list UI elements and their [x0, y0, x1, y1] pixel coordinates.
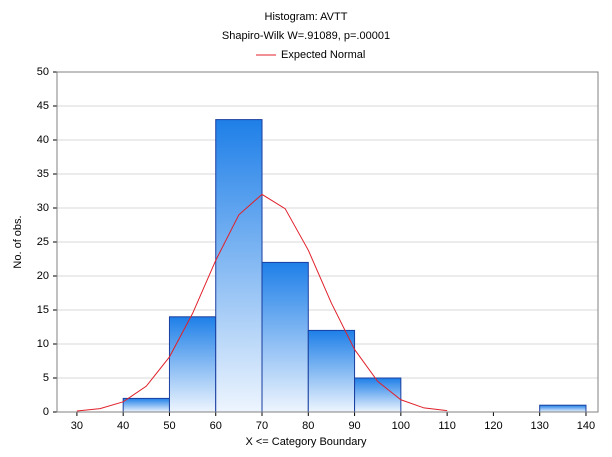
y-tick-label: 25 — [37, 236, 49, 248]
x-tick-label: 100 — [392, 420, 410, 432]
y-tick-label: 50 — [37, 66, 49, 78]
normal-curve — [76, 193, 448, 412]
y-tick-label: 35 — [37, 168, 49, 180]
x-axis-label: X <= Category Boundary — [245, 436, 367, 448]
chart-subtitle: Shapiro-Wilk W=.91089, p=.00001 — [222, 30, 390, 42]
y-tick-label: 15 — [37, 304, 49, 316]
x-tick-label: 90 — [348, 420, 360, 432]
bar — [168, 316, 217, 413]
bar — [307, 329, 356, 413]
chart-title: Histogram: AVTT — [265, 11, 348, 23]
x-tick-label: 120 — [484, 420, 502, 432]
y-tick-label: 0 — [43, 406, 49, 418]
x-tick-label: 40 — [117, 420, 129, 432]
bar — [122, 397, 170, 413]
y-tick-label: 40 — [37, 134, 49, 146]
y-tick-label: 30 — [37, 202, 49, 214]
bar — [261, 261, 309, 413]
y-tick-label: 45 — [37, 100, 49, 112]
bar — [215, 119, 263, 413]
plot-border — [56, 71, 599, 413]
legend-label: Expected Normal — [281, 49, 365, 61]
x-tick-label: 30 — [71, 420, 83, 432]
x-tick-label: 60 — [210, 420, 222, 432]
y-axis-label: No. of obs. — [12, 215, 24, 268]
y-tick-label: 10 — [37, 338, 49, 350]
bar — [539, 404, 587, 413]
y-tick-label: 20 — [37, 270, 49, 282]
x-tick-label: 50 — [163, 420, 175, 432]
x-tick-label: 140 — [577, 420, 595, 432]
bar — [354, 377, 402, 413]
x-tick-label: 70 — [256, 420, 268, 432]
x-tick-label: 130 — [531, 420, 549, 432]
y-tick-label: 5 — [43, 372, 49, 384]
x-tick-label: 110 — [438, 420, 456, 432]
x-tick-label: 80 — [302, 420, 314, 432]
